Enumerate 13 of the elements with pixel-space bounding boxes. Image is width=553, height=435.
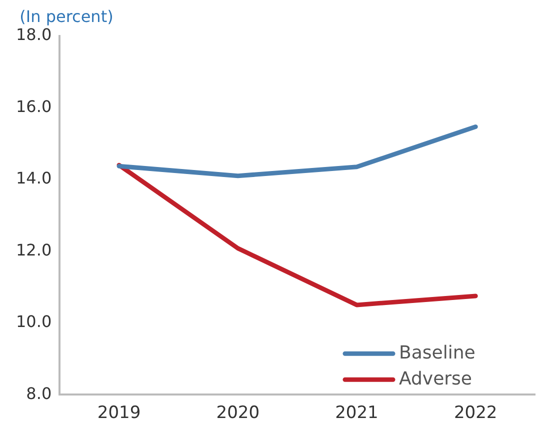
x-tick-label: 2019 (97, 403, 141, 424)
legend-label: Baseline (399, 342, 476, 364)
y-tick-label: 12.0 (16, 240, 52, 260)
y-axis-title: (In percent) (20, 7, 114, 26)
y-tick-label: 16.0 (16, 96, 52, 116)
y-tick-label: 8.0 (26, 384, 52, 403)
legend-label: Adverse (399, 368, 472, 390)
x-tick-label: 2020 (216, 403, 260, 424)
x-tick-label: 2021 (335, 403, 378, 424)
y-tick-label: 18.0 (16, 25, 52, 44)
x-tick-label: 2022 (454, 403, 498, 424)
y-tick-label: 14.0 (16, 168, 52, 188)
y-tick-label: 10.0 (16, 312, 52, 332)
